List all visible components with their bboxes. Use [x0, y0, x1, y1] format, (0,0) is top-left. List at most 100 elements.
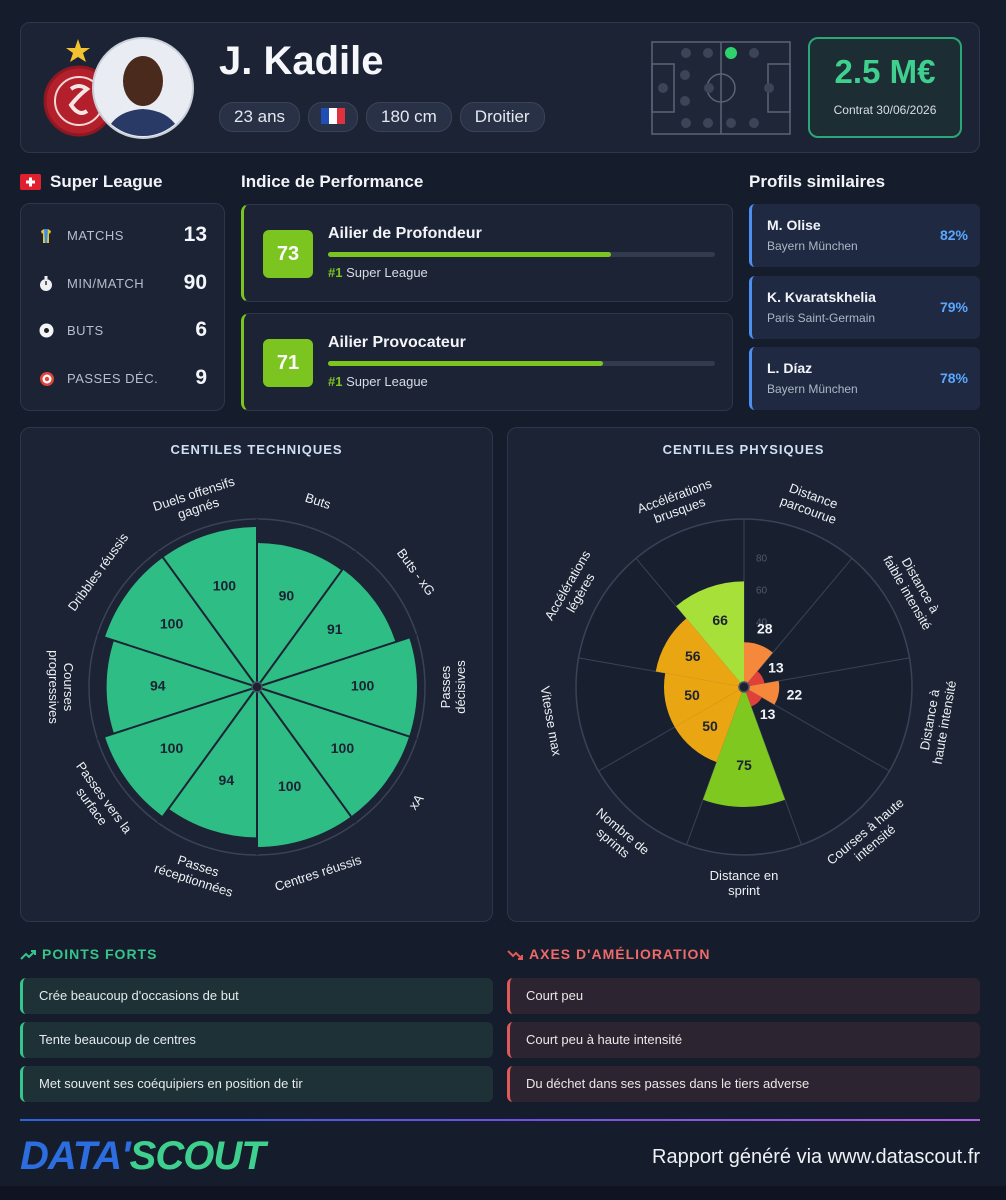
wedge [664, 673, 744, 727]
chart-title: CENTILES TECHNIQUES [170, 442, 343, 457]
similar-card[interactable]: L. Díaz Bayern München 78% [749, 347, 980, 410]
pos [703, 118, 713, 128]
similar-card[interactable]: K. Kvaratskhelia Paris Saint-Germain 79% [749, 276, 980, 339]
wedge [104, 557, 257, 687]
jersey-icon [41, 229, 51, 243]
spoke [743, 557, 853, 688]
value-label: 90 [279, 587, 295, 603]
icon-shape [44, 229, 48, 243]
wedge [744, 680, 780, 705]
chart-card: CENTILES PHYSIQUES 40 60 80 28 13 22 13 75 50 50 5… [507, 427, 980, 922]
icon-shape [507, 950, 523, 960]
stat-row: MIN/MATCH 90 [21, 264, 225, 304]
icon-shape [518, 955, 523, 960]
stat-label: MIN/MATCH [67, 276, 145, 291]
separator [157, 686, 258, 824]
stat-row: BUTS 6 [21, 311, 225, 351]
r-tick-label: 40 [756, 618, 768, 629]
strength-item: Crée beaucoup d'occasions de but [20, 978, 493, 1014]
player-position [725, 47, 737, 59]
stat-value: 6 [195, 318, 207, 341]
nationality-tag [308, 102, 359, 132]
center-dot [251, 681, 263, 693]
separator [96, 686, 258, 740]
category-label: Distance en sprint [709, 868, 779, 898]
profile-card: 73 Ailier de Profondeur #1 Super League [241, 204, 733, 302]
wedge [744, 671, 765, 687]
header-visuals [43, 37, 194, 139]
pos [681, 48, 691, 58]
separator [256, 686, 357, 824]
value-label: 100 [278, 778, 302, 794]
wedge [257, 637, 418, 737]
performance-title: Indice de Performance [241, 172, 424, 191]
wedge [104, 687, 257, 817]
pos [749, 118, 759, 128]
contract: Contrat 30/06/2026 [833, 103, 937, 117]
similar-club: Bayern München [767, 382, 858, 396]
pos [726, 118, 736, 128]
rank-league: Super League [346, 374, 428, 389]
category-label: Courses progressives [46, 650, 76, 724]
footer-text: Rapport généré via www.datascout.fr [652, 1146, 980, 1168]
flag-blue [321, 108, 330, 125]
stopwatch-icon [40, 276, 52, 291]
chart-title: CENTILES PHYSIQUES [662, 442, 825, 457]
wedge [744, 642, 773, 687]
value-label: 13 [760, 706, 776, 722]
stat-row: PASSES DÉC. 9 [21, 359, 225, 399]
star-icon [66, 39, 90, 62]
wedge [674, 687, 744, 763]
value-label: 50 [684, 687, 700, 703]
pos [703, 48, 713, 58]
market-value: 2.5 M€ [834, 53, 936, 90]
stat-value: 13 [183, 223, 207, 246]
ball-icon [39, 323, 54, 338]
stat-value: 9 [195, 366, 207, 389]
value-label: 100 [213, 577, 237, 593]
footer-divider [20, 1119, 980, 1121]
club-badge-emblem [68, 84, 91, 115]
score: 71 [263, 339, 313, 387]
score-track [328, 361, 715, 366]
value-label: 50 [702, 718, 718, 734]
similar-club: Bayern München [767, 239, 858, 253]
icon-shape [31, 950, 36, 955]
value-label: 94 [219, 772, 235, 788]
value-label: 66 [712, 612, 728, 628]
league-title: Super League [50, 172, 163, 191]
similar-pct: 78% [939, 370, 968, 386]
footer-logo: DATA'SCOUT [20, 1134, 266, 1179]
wedge [168, 687, 257, 838]
french-flag [321, 108, 346, 125]
rank: #1 [328, 265, 343, 280]
wedge [257, 543, 342, 687]
similar-club: Paris Saint-Germain [767, 311, 876, 325]
spoke [686, 686, 745, 846]
value-card: 2.5 M€ Contrat 30/06/2026 [808, 37, 962, 138]
center-dot [738, 681, 750, 693]
profile-name: Ailier Provocateur [328, 334, 466, 351]
value-label: 22 [787, 687, 803, 703]
wedge [257, 687, 352, 847]
rank-line: #1 Super League [328, 265, 428, 280]
similar-name: K. Kvaratskhelia [767, 289, 876, 305]
wedge [257, 687, 410, 817]
wedge [257, 569, 396, 687]
wedge [744, 687, 763, 707]
separator [256, 634, 418, 688]
trend-up-icon [20, 950, 36, 960]
separator [157, 550, 258, 688]
improvements-title: AXES D'AMÉLIORATION [529, 946, 711, 962]
stat-row: MATCHS 13 [21, 216, 225, 256]
value-label: 100 [351, 678, 375, 694]
stat-label: BUTS [67, 323, 104, 338]
wedge [655, 618, 744, 687]
pos [681, 118, 691, 128]
separator [256, 550, 357, 688]
icon-shape [44, 328, 49, 333]
similar-card[interactable]: M. Olise Bayern München 82% [749, 204, 980, 267]
strength-item: Tente beaucoup de centres [20, 1022, 493, 1058]
